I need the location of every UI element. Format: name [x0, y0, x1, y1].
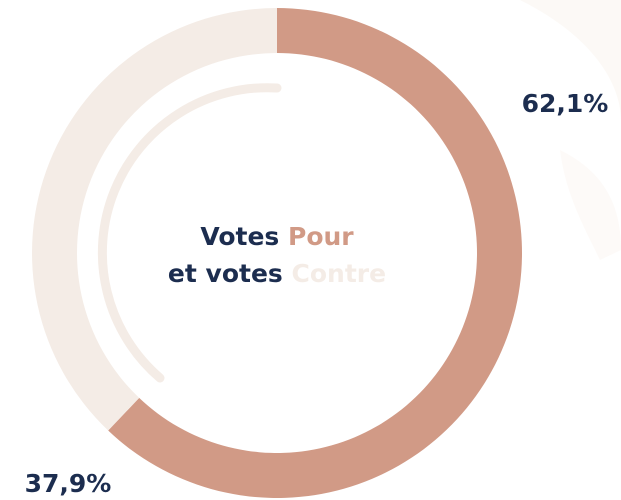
category-label: Contre	[292, 259, 387, 288]
value-label: 62,1%	[522, 89, 609, 118]
value-label: 37,9%	[25, 469, 112, 498]
center-title-text: Votes	[200, 222, 279, 251]
center-title: et votes Contre	[168, 259, 386, 288]
center-title: Votes Pour	[200, 222, 354, 251]
background-decoration	[520, 0, 621, 260]
inner-decorative-arc	[97, 83, 282, 383]
category-label: Pour	[288, 222, 354, 251]
center-title-text: et votes	[168, 259, 283, 288]
donut-slice	[32, 8, 277, 431]
donut-slice	[108, 8, 522, 498]
